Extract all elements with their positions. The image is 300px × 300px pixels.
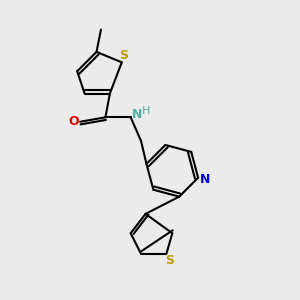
Text: S: S xyxy=(165,254,174,267)
Text: N: N xyxy=(131,108,142,122)
Text: N: N xyxy=(200,173,210,186)
Text: H: H xyxy=(142,106,150,116)
Text: S: S xyxy=(119,49,128,62)
Text: O: O xyxy=(68,115,79,128)
